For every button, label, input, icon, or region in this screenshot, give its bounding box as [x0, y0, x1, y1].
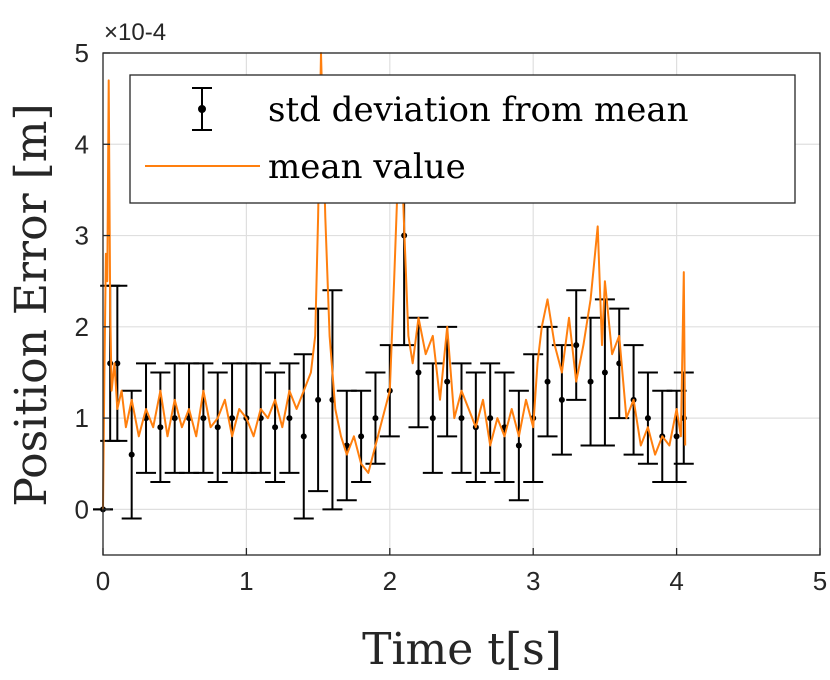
x-tick-label: 2 — [383, 566, 397, 596]
x-tick-label: 4 — [669, 566, 683, 596]
errorbar-point — [308, 307, 329, 493]
errorbar-point — [637, 371, 658, 465]
errorbar-point — [594, 298, 615, 447]
legend-box — [129, 74, 796, 204]
y-tick-label: 1 — [75, 403, 89, 433]
legend-label-std: std deviation from mean — [268, 90, 689, 130]
errorbar-point — [480, 362, 501, 474]
errorbar-point — [121, 389, 142, 520]
errorbar-point — [494, 371, 515, 483]
errorbar-point — [136, 362, 157, 474]
y-ticks: 0 1 2 3 4 5 — [75, 38, 110, 524]
errorbar-point — [265, 371, 286, 483]
y-tick-label: 0 — [75, 494, 89, 524]
errorbar-point — [422, 362, 443, 474]
y-tick-label: 3 — [75, 221, 89, 251]
x-tick-label: 3 — [526, 566, 540, 596]
y-axis-label: Position Error [m] — [6, 103, 57, 506]
errorbar-point — [408, 316, 429, 429]
error-bars — [93, 125, 694, 520]
y-tick-label: 5 — [75, 38, 89, 68]
legend-errorbar-marker — [192, 87, 212, 131]
errorbar-point — [250, 362, 271, 474]
errorbar-point — [508, 389, 529, 502]
errorbar-point — [293, 353, 314, 520]
mean-value-line — [102, 52, 687, 510]
x-tick-label: 5 — [813, 566, 827, 596]
series-lines — [102, 52, 687, 510]
y-tick-label: 2 — [75, 312, 89, 342]
x-axis-label: Time t[s] — [362, 624, 562, 675]
errorbar-point — [193, 362, 214, 474]
errorbar-point — [207, 371, 228, 483]
x-ticks: 0 1 2 3 4 5 — [96, 548, 827, 596]
plot-frame — [102, 52, 821, 556]
errorbar-point — [451, 362, 472, 474]
errorbar-point — [437, 325, 458, 438]
y-exponent-label: ×10-4 — [104, 19, 166, 46]
y-tick-label: 4 — [75, 129, 89, 159]
errorbar-point — [351, 389, 372, 483]
errorbar-point — [279, 362, 300, 474]
x-tick-label: 0 — [96, 566, 110, 596]
legend-label-mean: mean value — [268, 147, 466, 187]
x-tick-label: 1 — [239, 566, 253, 596]
legend: std deviation from mean mean value — [129, 74, 796, 204]
